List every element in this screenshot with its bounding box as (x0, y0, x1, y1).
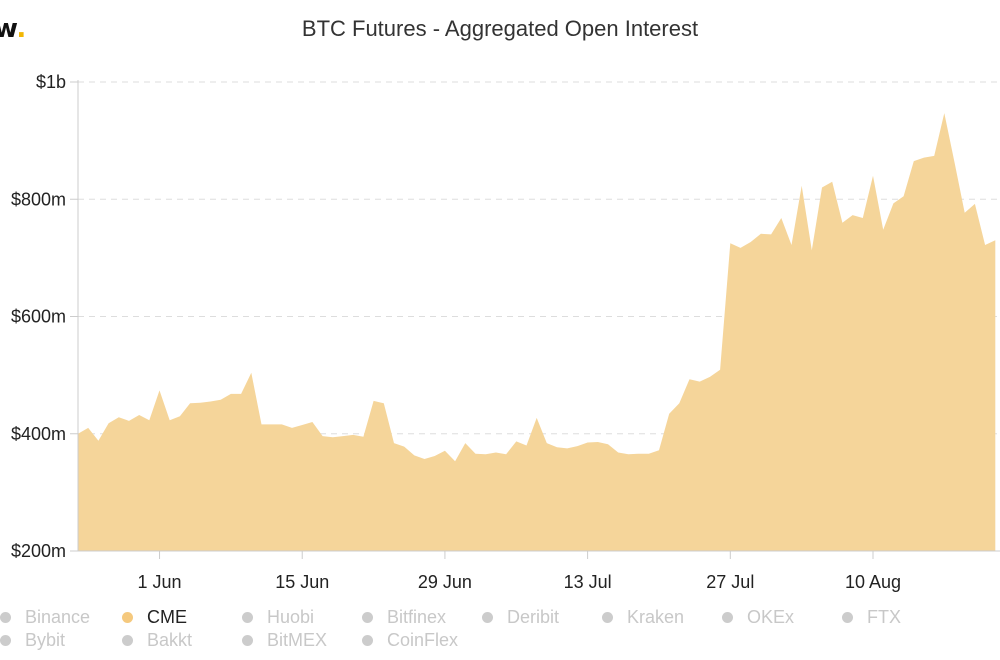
legend-item-bakkt[interactable]: Bakkt (122, 629, 192, 651)
legend-item-binance[interactable]: Binance (0, 606, 90, 628)
brand-logo-dot: . (16, 14, 27, 44)
legend-item-bybit[interactable]: Bybit (0, 629, 65, 651)
legend-label: Kraken (627, 606, 685, 627)
x-tick-label: 29 Jun (418, 572, 472, 592)
legend-item-okex[interactable]: OKEx (722, 606, 794, 628)
y-axis-ticks: $200m $400m $600m $800m $1b (11, 72, 78, 561)
legend-item-ftx[interactable]: FTX (842, 606, 901, 628)
legend-item-bitfinex[interactable]: Bitfinex (362, 606, 446, 628)
legend-item-deribit[interactable]: Deribit (482, 606, 559, 628)
legend-swatch (362, 611, 373, 623)
y-tick-label: $400m (11, 424, 66, 444)
legend-swatch (362, 634, 373, 646)
axes (77, 80, 1000, 552)
legend-swatch (482, 611, 493, 623)
legend-label: Bakkt (147, 629, 193, 650)
y-tick-label: $200m (11, 541, 66, 561)
y-tick-label: $800m (11, 189, 66, 209)
legend-label: Bybit (25, 629, 66, 650)
legend-label: Binance (25, 606, 91, 627)
x-axis-ticks: 1 Jun 15 Jun 29 Jun 13 Jul 27 Jul 10 Aug (138, 551, 901, 592)
legend-label: BitMEX (267, 629, 328, 650)
legend-label: OKEx (747, 606, 795, 627)
legend-swatch (0, 634, 11, 646)
y-tick-label: $1b (36, 72, 66, 92)
chart-title: BTC Futures - Aggregated Open Interest (301, 16, 699, 41)
x-tick-label: 15 Jun (275, 572, 329, 592)
legend-swatch (722, 611, 733, 623)
x-tick-label: 27 Jul (706, 572, 754, 592)
cme-area (78, 113, 996, 551)
legend-swatch (122, 634, 133, 646)
x-tick-label: 10 Aug (845, 572, 901, 592)
legend-label: Deribit (507, 606, 560, 627)
legend-label: Huobi (267, 606, 315, 627)
legend-label: Bitfinex (387, 606, 447, 627)
legend-item-kraken[interactable]: Kraken (602, 606, 684, 628)
y-tick-label: $600m (11, 307, 66, 327)
legend-item-bitmex[interactable]: BitMEX (242, 629, 327, 651)
legend-swatch (122, 611, 133, 623)
brand-logo: w. (0, 14, 27, 44)
legend-swatch (242, 634, 253, 646)
legend-swatch (842, 611, 853, 623)
x-tick-label: 13 Jul (564, 572, 612, 592)
legend-item-cme[interactable]: CME (122, 606, 187, 628)
legend-swatch (0, 611, 11, 623)
legend-swatch (242, 611, 253, 623)
legend-item-coinflex[interactable]: CoinFlex (362, 629, 458, 651)
x-tick-label: 1 Jun (138, 572, 182, 592)
legend-label: CME (147, 606, 187, 627)
legend-swatch (602, 611, 613, 623)
legend-item-huobi[interactable]: Huobi (242, 606, 314, 628)
open-interest-chart: $200m $400m $600m $800m $1b 1 Jun 15 Jun 29 Ju… (11, 72, 1000, 592)
legend-label: FTX (867, 606, 901, 627)
legend-label: CoinFlex (387, 629, 459, 650)
